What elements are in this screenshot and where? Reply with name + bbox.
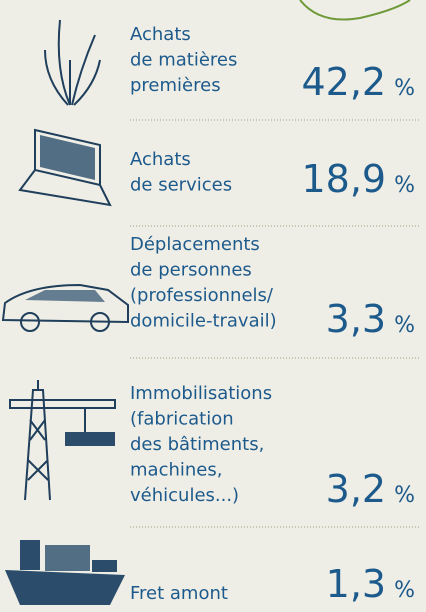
item-label: Fret amont [130,583,228,604]
value-number: 3,3 [326,297,386,341]
item-label: (professionnels/ [130,285,274,306]
value-number: 18,9 [301,157,386,201]
item-label: (fabrication [130,409,234,430]
value-unit: % [394,173,415,198]
item-label: de services [130,175,232,196]
infographic: Achats de matières premières 42,2% Achats de … [0,0,426,612]
value-number: 42,2 [301,60,386,104]
item-label: premières [130,75,221,96]
item-label: Achats [130,149,191,170]
item-label: Immobilisations [130,383,272,404]
value-unit: % [394,578,415,603]
item-label: machines, [130,460,222,481]
value-unit: % [394,313,415,338]
value-number: 1,3 [326,562,386,606]
item-label: Achats [130,24,191,45]
item-label: de matières [130,50,237,71]
item-label: Déplacements [130,234,260,255]
item-label: domicile-travail) [130,311,277,332]
item-label: véhicules...) [130,485,239,506]
item-label: de personnes [130,260,252,281]
value-unit: % [394,483,415,508]
value-number: 3,2 [326,467,386,511]
item-label: des bâtiments, [130,434,264,455]
value-unit: % [394,76,415,101]
